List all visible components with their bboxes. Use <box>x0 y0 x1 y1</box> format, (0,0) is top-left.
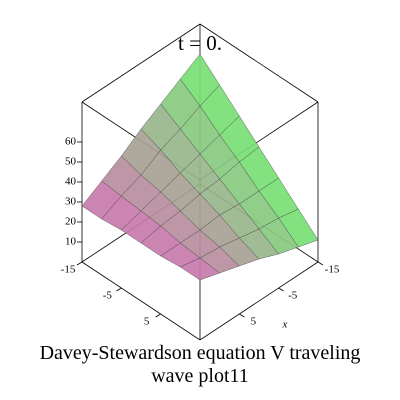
x-tick-label: -15 <box>325 264 340 276</box>
z-tick-label: 20 <box>65 216 77 228</box>
surface-patch <box>179 257 221 281</box>
box-edge <box>199 261 319 340</box>
y-tick-label: -5 <box>103 290 113 302</box>
x-tick <box>278 287 284 292</box>
caption: Davey-Stewardson equation V traveling wa… <box>39 342 361 387</box>
y-tick <box>155 313 161 318</box>
z-tick-label: 60 <box>65 136 77 148</box>
x-tick-label: -5 <box>288 290 298 302</box>
box-edge <box>199 23 319 103</box>
box-edge <box>81 261 201 340</box>
y-tick <box>76 261 83 266</box>
z-tick-label: 10 <box>65 236 77 248</box>
x-axis-label: x <box>282 319 288 331</box>
y-tick-label: -15 <box>61 264 76 276</box>
x-tick <box>239 313 245 318</box>
z-tick-label: 50 <box>65 156 77 168</box>
x-tick-label: 5 <box>251 316 257 328</box>
z-tick-label: 40 <box>65 176 77 188</box>
x-tick <box>317 261 324 266</box>
box-edge <box>81 23 201 103</box>
y-tick-label: 5 <box>144 316 150 328</box>
z-tick-label: 30 <box>65 196 77 208</box>
y-tick <box>116 287 122 292</box>
